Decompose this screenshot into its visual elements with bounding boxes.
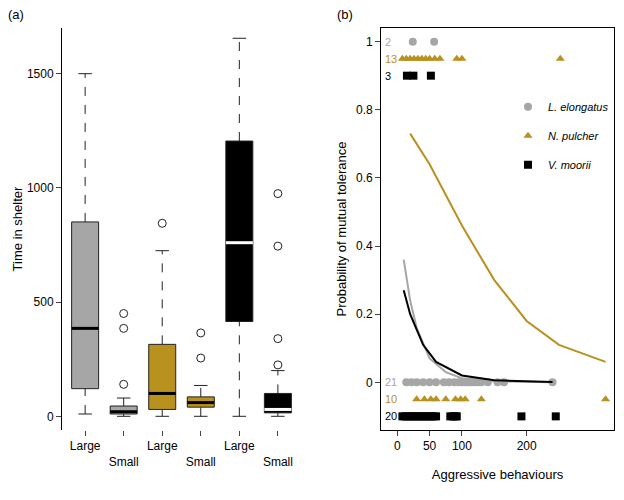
svg-text:Large: Large — [70, 439, 101, 453]
svg-text:V. moorii: V. moorii — [548, 159, 591, 171]
svg-text:Small: Small — [186, 455, 216, 469]
svg-text:3: 3 — [385, 70, 391, 82]
svg-text:Time in shelter: Time in shelter — [10, 186, 25, 271]
svg-text:2: 2 — [385, 36, 391, 48]
svg-text:20: 20 — [385, 410, 397, 422]
svg-text:0.8: 0.8 — [356, 103, 373, 117]
svg-text:N. pulcher: N. pulcher — [548, 130, 599, 142]
svg-text:L. elongatus: L. elongatus — [548, 101, 608, 113]
svg-text:500: 500 — [34, 295, 54, 309]
svg-text:50: 50 — [423, 439, 437, 453]
svg-text:(a): (a) — [8, 7, 24, 22]
svg-text:Large: Large — [147, 439, 178, 453]
svg-text:100: 100 — [452, 439, 472, 453]
svg-text:Aggressive behaviours: Aggressive behaviours — [432, 467, 564, 482]
svg-text:1500: 1500 — [27, 67, 54, 81]
svg-text:Small: Small — [109, 455, 139, 469]
svg-text:200: 200 — [517, 439, 537, 453]
svg-text:0.4: 0.4 — [356, 239, 373, 253]
svg-text:0.6: 0.6 — [356, 171, 373, 185]
svg-text:(b): (b) — [337, 7, 353, 22]
svg-text:Probability of mutual toleranc: Probability of mutual tolerance — [334, 142, 349, 317]
svg-text:Large: Large — [224, 439, 255, 453]
svg-text:21: 21 — [385, 376, 397, 388]
svg-text:Small: Small — [263, 455, 293, 469]
svg-text:13: 13 — [385, 53, 397, 65]
svg-text:1: 1 — [366, 35, 373, 49]
svg-text:10: 10 — [385, 393, 397, 405]
svg-text:0: 0 — [47, 410, 54, 424]
svg-text:0: 0 — [394, 439, 401, 453]
svg-text:1000: 1000 — [27, 181, 54, 195]
svg-text:0.2: 0.2 — [356, 307, 373, 321]
svg-text:0: 0 — [366, 376, 373, 390]
